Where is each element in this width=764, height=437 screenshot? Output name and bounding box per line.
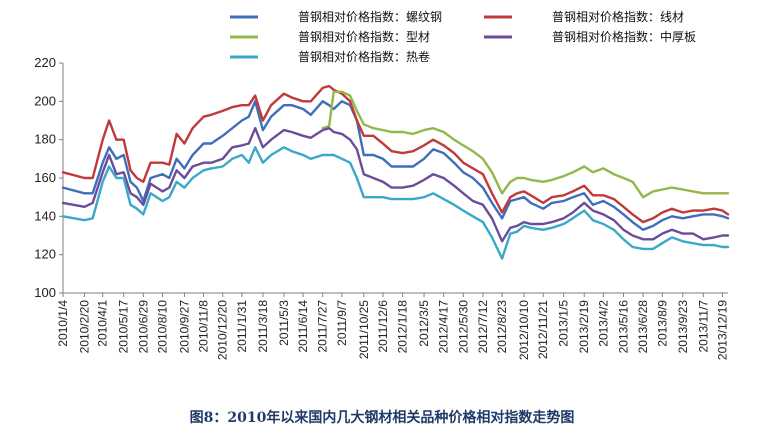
x-tick-label: 2010/12/20 [216, 300, 230, 360]
x-tick-label: 2011/1/31 [235, 300, 249, 353]
x-tick-label: 2010/6/29 [136, 300, 150, 354]
x-tick-label: 2012/11/21 [536, 300, 550, 359]
series-line-5 [61, 146, 730, 260]
x-tick-label: 2013/12/19 [716, 300, 730, 360]
x-tick-label: 2011/10/25 [357, 300, 371, 359]
x-tick-label: 2012/7/12 [476, 300, 490, 354]
x-tick-label: 2013/5/16 [616, 300, 630, 354]
x-tick-label: 2010/8/10 [155, 300, 169, 354]
legend-label-5: 普钢相对价格指数：热卷 [298, 49, 430, 64]
figure-caption: 图8：2010年以来国内几大钢材相关品种价格相对指数走势图 [189, 410, 575, 426]
x-tick-label: 2012/10/10 [517, 300, 531, 360]
series-line-4 [61, 126, 730, 243]
x-tick-label: 2012/5/30 [456, 300, 470, 354]
series-line-1 [61, 100, 730, 231]
x-tick-label: 2011/12/6 [376, 300, 390, 353]
x-tick-label: 2010/11/8 [197, 300, 211, 353]
y-tick-label: 100 [34, 285, 56, 300]
x-tick-label: 2011/5/3 [277, 300, 291, 346]
x-tick-label: 2012/1/18 [396, 300, 410, 354]
legend-label-2: 普钢相对价格指数：线材 [552, 9, 684, 24]
x-tick-label: 2011/6/14 [296, 300, 310, 353]
y-tick-label: 200 [34, 93, 56, 108]
axes: 100 120 140 160 180 200 220 2010/1/4 2010/2/20 20… [34, 55, 729, 360]
y-tick-label: 140 [34, 208, 56, 223]
series-lines [61, 84, 730, 260]
x-tick-label: 2012/3/5 [417, 300, 431, 347]
x-tick-label: 2013/2/19 [577, 300, 591, 354]
x-tick-label: 2013/8/9 [655, 300, 669, 347]
x-tick-label: 2013/1/5 [557, 300, 571, 347]
x-tick-label: 2012/8/23 [495, 300, 509, 354]
y-tick-label: 160 [34, 170, 56, 185]
x-tick-label: 2010/4/1 [96, 300, 110, 347]
x-tick-label: 2010/2/20 [77, 300, 91, 354]
y-tick-label: 180 [34, 132, 56, 147]
x-tick-label: 2011/9/7 [335, 300, 349, 346]
x-tick-label: 2011/3/18 [256, 300, 270, 353]
y-tick-label: 120 [34, 247, 56, 262]
x-tick-label: 2010/5/17 [117, 300, 131, 354]
x-tick-label: 2013/11/7 [696, 300, 710, 353]
series-line-2 [61, 84, 730, 224]
legend-label-4: 普钢相对价格指数：中厚板 [552, 29, 696, 44]
x-tick-label: 2013/6/28 [636, 300, 650, 354]
y-tick-label: 220 [34, 55, 56, 70]
series-line-3 [321, 90, 730, 199]
x-tick-label: 2011/7/27 [316, 300, 330, 353]
x-tick-label: 2013/9/23 [676, 300, 690, 354]
x-tick-label: 2012/4/17 [437, 300, 451, 354]
x-tick-label: 2010/9/27 [177, 300, 191, 354]
legend-label-1: 普钢相对价格指数：螺纹钢 [298, 9, 442, 24]
legend-label-3: 普钢相对价格指数：型材 [298, 29, 430, 44]
x-tick-label: 2013/4/2 [596, 300, 610, 347]
x-tick-label: 2010/1/4 [56, 300, 70, 347]
